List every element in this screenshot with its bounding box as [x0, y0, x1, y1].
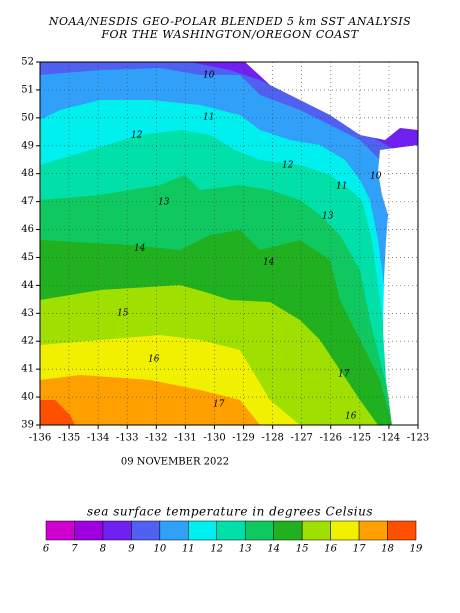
analysis-date: 09 NOVEMBER 2022 — [121, 457, 229, 468]
colorbar-cell — [358, 520, 388, 541]
y-tick-label: 39 — [21, 420, 34, 431]
sst-band — [40, 62, 418, 425]
title-line: FOR THE WASHINGTON/OREGON COAST — [100, 28, 359, 41]
contour-label: 13 — [158, 198, 170, 208]
x-tick-label: -134 — [87, 433, 109, 444]
y-tick-label: 49 — [21, 140, 34, 151]
y-tick-label: 41 — [21, 364, 34, 375]
colorbar-cell — [330, 520, 360, 541]
x-tick-label: -128 — [261, 433, 283, 444]
colorbar-tick-label: 15 — [296, 544, 309, 555]
sst-field — [40, 62, 418, 425]
y-tick-label: 42 — [21, 336, 34, 347]
colorbar-tick-label: 16 — [324, 544, 337, 555]
contour-label: 17 — [213, 400, 225, 410]
y-tick-label: 40 — [21, 392, 34, 403]
y-tick-label: 45 — [21, 252, 34, 263]
contour-label: 12 — [131, 131, 143, 141]
colorbar-cell — [102, 520, 132, 541]
colorbar-cell — [159, 520, 189, 541]
x-tick-label: -129 — [232, 433, 254, 444]
colorbar-cell — [45, 520, 75, 541]
x-tick-label: -126 — [320, 433, 342, 444]
x-tick-label: -135 — [58, 433, 80, 444]
x-tick-label: -125 — [349, 433, 371, 444]
x-tick-label: -127 — [290, 433, 312, 444]
contour-label: 11 — [336, 182, 347, 192]
colorbar-tick-label: 17 — [353, 544, 366, 555]
land — [378, 145, 418, 425]
x-tick-label: -133 — [116, 433, 138, 444]
y-tick-label: 50 — [21, 112, 34, 123]
x-tick-label: -124 — [378, 433, 400, 444]
colorbar-cell — [244, 520, 274, 541]
colorbar-tick-label: 18 — [381, 544, 394, 555]
colorbar-cell — [273, 520, 303, 541]
colorbar-tick-label: 12 — [210, 544, 223, 555]
legend-label: sea surface temperature in degrees Celsi… — [87, 505, 373, 519]
y-tick-label: 48 — [21, 168, 34, 179]
colorbar-tick-label: 10 — [153, 544, 166, 555]
contour-label: 14 — [263, 258, 275, 268]
colorbar-tick-label: 11 — [182, 544, 195, 555]
colorbar-cell — [131, 520, 161, 541]
contour-label: 16 — [345, 412, 357, 422]
title-line: NOAA/NESDIS GEO-POLAR BLENDED 5 km SST A… — [48, 15, 411, 28]
contour-label: 11 — [203, 113, 214, 123]
colorbar-tick-label: 14 — [267, 544, 280, 555]
colorbar-tick-label: 13 — [239, 544, 252, 555]
colorbar-tick-label: 8 — [100, 544, 106, 555]
x-tick-label: -130 — [203, 433, 225, 444]
colorbar-tick-label: 6 — [43, 544, 50, 555]
x-tick-label: -123 — [407, 433, 429, 444]
colorbar-cell — [387, 520, 417, 541]
contour-label: 14 — [134, 244, 146, 254]
sst-band — [40, 400, 75, 425]
contour-label: 12 — [282, 161, 294, 171]
contour-label: 16 — [148, 355, 160, 365]
contour-label: 13 — [322, 212, 334, 222]
y-tick-label: 52 — [21, 57, 34, 68]
contour-label: 17 — [338, 370, 350, 380]
contour-label: 10 — [370, 172, 382, 182]
y-tick-label: 44 — [21, 280, 34, 291]
y-tick-label: 51 — [21, 84, 34, 95]
x-tick-label: -132 — [145, 433, 167, 444]
land — [245, 62, 418, 140]
colorbar-cell — [216, 520, 246, 541]
colorbar-tick-label: 19 — [410, 544, 423, 555]
colorbar-cell — [188, 520, 218, 541]
colorbar-tick-label: 9 — [128, 544, 135, 555]
contour-label: 10 — [203, 71, 215, 81]
y-tick-label: 43 — [21, 308, 34, 319]
colorbar: 6 7 8 9 10 11 12 13 14 15 16 17 18 19 — [43, 520, 423, 555]
y-tick-label: 46 — [21, 224, 34, 235]
x-tick-label: -131 — [174, 433, 196, 444]
colorbar-cell — [74, 520, 104, 541]
colorbar-tick-label: 7 — [71, 544, 78, 555]
contour-label: 15 — [117, 309, 129, 319]
contour-labels: 10 10 11 11 12 12 13 13 14 14 15 16 16 1… — [117, 71, 382, 422]
map-frame — [39, 61, 419, 426]
y-tick-label: 47 — [21, 196, 34, 207]
x-tick-label: -136 — [29, 433, 51, 444]
colorbar-cell — [301, 520, 331, 541]
